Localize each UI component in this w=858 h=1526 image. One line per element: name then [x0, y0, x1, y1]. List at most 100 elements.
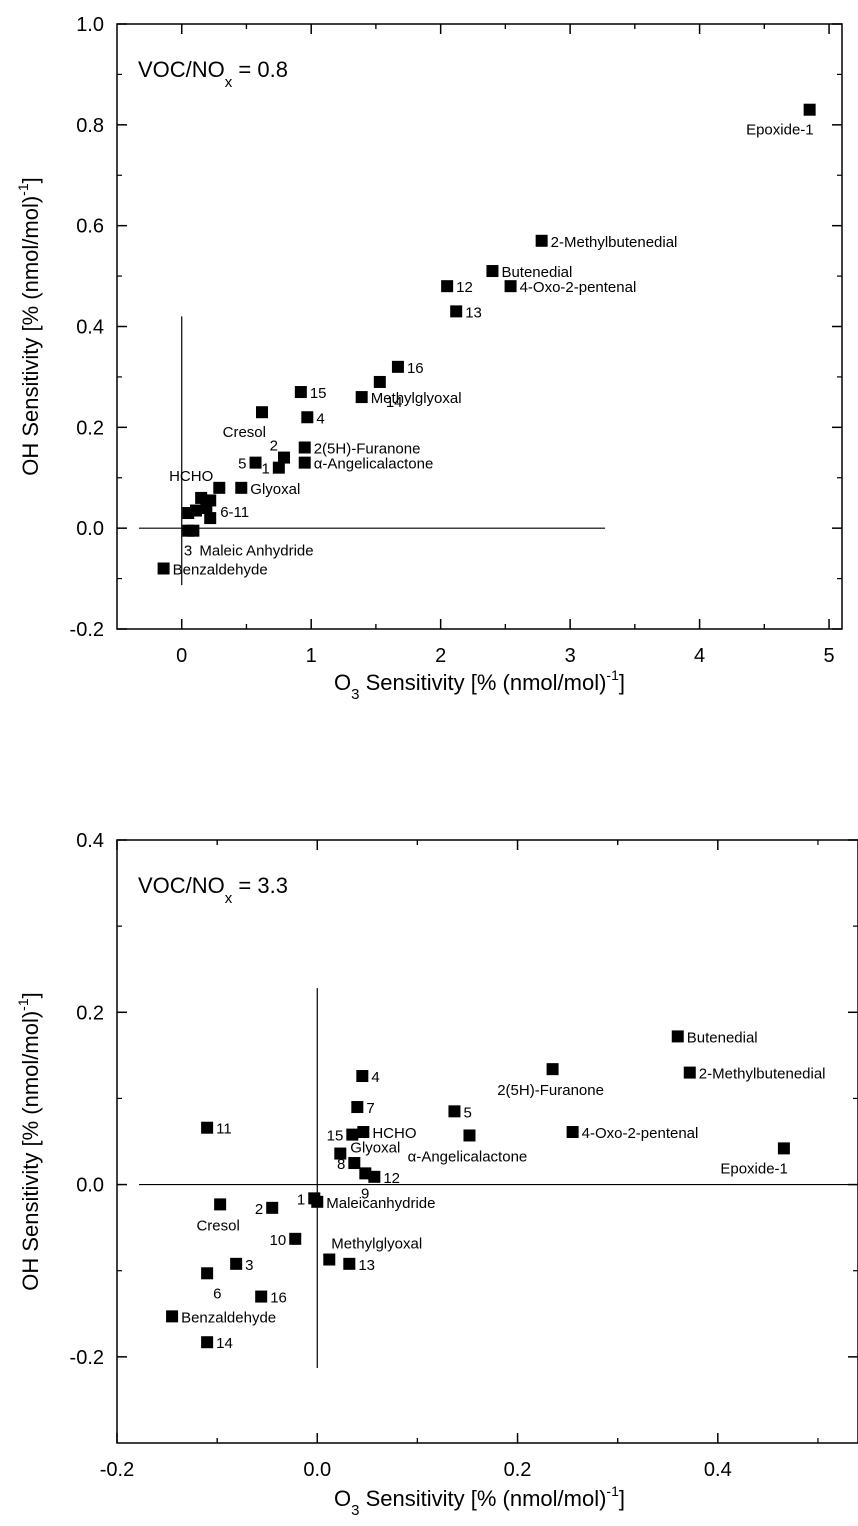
x-tick-label: 4: [694, 645, 705, 667]
point-label: 12: [456, 279, 473, 296]
point-label: α-Angelicalactone: [408, 1148, 528, 1165]
point-label: 4-Oxo-2-pentenal: [582, 1125, 699, 1142]
data-point: [201, 1267, 214, 1280]
x-tick-label: 0: [176, 645, 187, 667]
data-point: [504, 280, 517, 293]
x-tick-label: 0.0: [303, 1459, 331, 1481]
data-point: [201, 1336, 214, 1349]
y-tick-label: 0.0: [76, 518, 104, 540]
x-tick-label: 0.2: [504, 1459, 532, 1481]
x-tick-label: 3: [565, 645, 576, 667]
point-label: 1: [261, 461, 269, 478]
voc-nox-ratio-label: VOC/NOx = 0.8: [138, 57, 288, 91]
point-label: 2: [270, 438, 278, 455]
data-point: [355, 391, 368, 404]
data-point: [486, 265, 499, 278]
data-point: [343, 1257, 356, 1270]
y-tick-label: 1.0: [76, 14, 104, 36]
point-label: Butenedial: [501, 264, 572, 281]
x-axis-title: O3 Sensitivity [% (nmol/mol)-1]: [334, 1483, 625, 1519]
point-label: 9: [361, 1185, 369, 1202]
point-label: 11: [216, 1121, 232, 1138]
data-point: [323, 1253, 336, 1266]
point-label: 2-Methylbutenedial: [551, 234, 678, 251]
data-point: [441, 280, 454, 293]
point-label: Epoxide-1: [720, 1160, 788, 1177]
data-point: [671, 1030, 684, 1043]
point-label: HCHO: [169, 468, 213, 485]
y-tick-label: -0.2: [70, 619, 104, 641]
point-label: 10: [270, 1232, 287, 1249]
point-label: 13: [358, 1257, 375, 1274]
data-point: [373, 375, 386, 388]
data-point: [294, 386, 307, 399]
point-label: 5: [463, 1104, 471, 1121]
data-point: [368, 1170, 381, 1183]
point-label: 12: [383, 1170, 400, 1187]
data-point: [255, 1290, 268, 1303]
point-label: 2(5H)-Furanone: [497, 1082, 604, 1099]
data-point: [301, 411, 314, 424]
point-label: HCHO: [372, 1125, 416, 1142]
point-label: 4: [316, 410, 324, 427]
voc-nox-ratio-label: VOC/NOx = 3.3: [138, 873, 288, 907]
data-point: [157, 562, 170, 575]
x-tick-label: 5: [823, 645, 834, 667]
data-point: [278, 451, 291, 464]
x-tick-label: 0.4: [704, 1459, 732, 1481]
point-label: Glyoxal: [350, 1140, 400, 1157]
point-label: 14: [386, 394, 403, 411]
y-tick-label: 0.4: [76, 317, 104, 339]
data-point: [187, 524, 200, 537]
data-point: [182, 507, 195, 520]
point-label: 15: [327, 1128, 344, 1145]
data-point: [357, 1126, 370, 1139]
data-point: [448, 1105, 461, 1118]
point-label: Cresol: [196, 1217, 239, 1234]
y-tick-label: 0.2: [76, 417, 104, 439]
data-point: [272, 461, 285, 474]
data-point: [391, 360, 404, 373]
point-label: 16: [270, 1290, 287, 1307]
point-label: Benzaldehyde: [181, 1309, 276, 1326]
y-tick-label: 0.8: [76, 115, 104, 137]
point-label: 7: [366, 1100, 374, 1117]
point-label: Benzaldehyde: [173, 562, 268, 579]
point-label: 6-11: [220, 504, 249, 521]
data-point: [450, 305, 463, 318]
data-point: [166, 1310, 179, 1323]
point-label: 1: [297, 1191, 305, 1208]
x-tick-label: 1: [306, 645, 317, 667]
data-point: [356, 1070, 369, 1083]
y-axis-title: OH Sensitivity [% (nmol/mol)-1]: [15, 177, 43, 476]
y-tick-label: 0.0: [76, 1175, 104, 1197]
point-label: 2: [255, 1201, 263, 1218]
data-point: [204, 512, 217, 525]
y-axis-title: OH Sensitivity [% (nmol/mol)-1]: [15, 992, 43, 1291]
data-point: [803, 103, 816, 116]
data-point: [256, 406, 268, 419]
data-point: [266, 1201, 279, 1214]
data-point: [249, 456, 262, 469]
point-label: 14: [216, 1335, 233, 1352]
point-label: 4-Oxo-2-pentenal: [520, 279, 637, 296]
y-tick-label: 0.4: [76, 830, 104, 852]
data-point: [777, 1142, 790, 1155]
data-point: [334, 1147, 347, 1160]
data-point: [230, 1257, 243, 1270]
point-label: 2(5H)-Furanone: [314, 441, 421, 458]
point-label: 3: [184, 543, 192, 560]
data-point: [201, 1121, 214, 1134]
data-point: [351, 1101, 364, 1114]
data-point: [298, 456, 311, 469]
point-label: Cresol: [223, 424, 266, 441]
point-label: 6: [213, 1285, 221, 1302]
data-point: [289, 1232, 302, 1245]
point-label: 16: [407, 360, 424, 377]
point-label: Maleicanhydride: [326, 1195, 435, 1212]
point-label: 5: [238, 456, 246, 473]
data-point: [546, 1063, 559, 1076]
x-tick-label: -0.2: [100, 1459, 134, 1481]
